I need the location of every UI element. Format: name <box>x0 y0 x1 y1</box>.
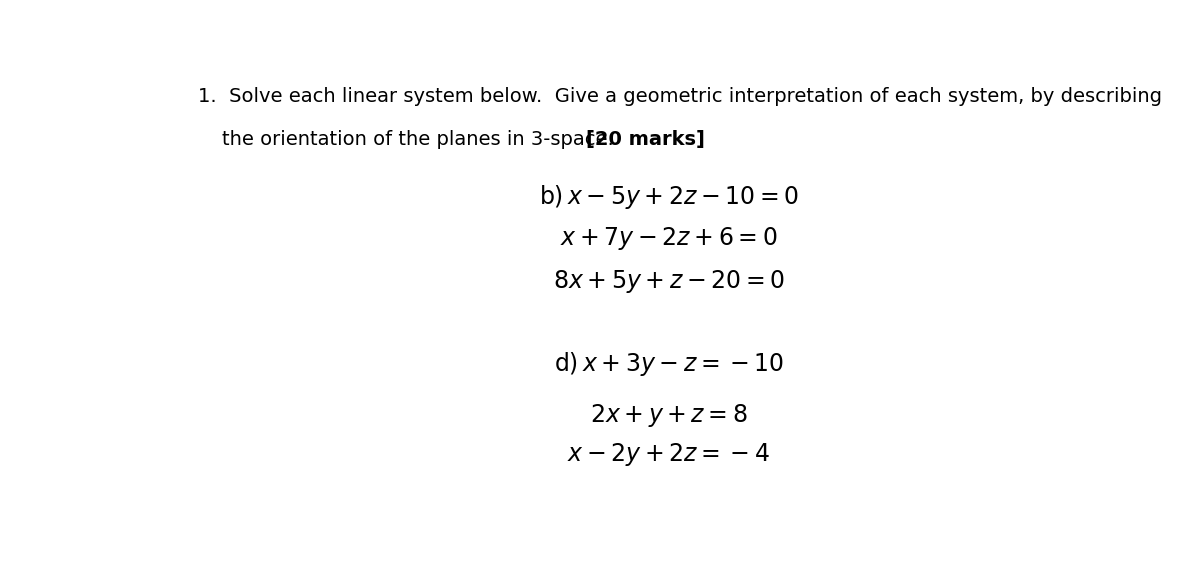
Text: $\mathrm{d)}\, x + 3y - z = -10$: $\mathrm{d)}\, x + 3y - z = -10$ <box>553 350 784 378</box>
Text: $2x + y + z = 8$: $2x + y + z = 8$ <box>590 402 748 429</box>
Text: $\mathrm{b)}\, x - 5y + 2z - 10 = 0$: $\mathrm{b)}\, x - 5y + 2z - 10 = 0$ <box>539 183 799 211</box>
Text: [20 marks]: [20 marks] <box>586 130 706 149</box>
Text: $x + 7y - 2z + 6 = 0$: $x + 7y - 2z + 6 = 0$ <box>560 225 778 252</box>
Text: the orientation of the planes in 3-space.: the orientation of the planes in 3-space… <box>223 130 640 149</box>
Text: $8x + 5y + z - 20 = 0$: $8x + 5y + z - 20 = 0$ <box>553 268 785 295</box>
Text: 1.  Solve each linear system below.  Give a geometric interpretation of each sys: 1. Solve each linear system below. Give … <box>198 87 1162 106</box>
Text: $x - 2y + 2z = -4$: $x - 2y + 2z = -4$ <box>568 441 771 468</box>
